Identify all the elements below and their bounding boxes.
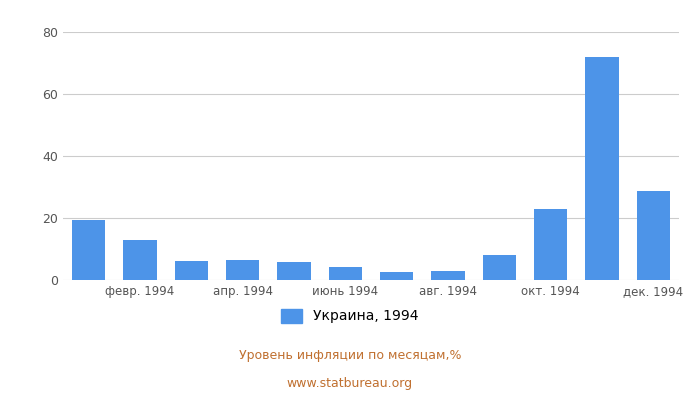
Legend: Украина, 1994: Украина, 1994 <box>276 303 424 329</box>
Bar <box>380 272 413 280</box>
Bar <box>585 57 619 280</box>
Bar <box>637 191 670 280</box>
Bar <box>534 209 567 280</box>
Bar <box>174 262 208 280</box>
Bar <box>277 262 311 280</box>
Text: www.statbureau.org: www.statbureau.org <box>287 378 413 390</box>
Bar <box>483 255 516 280</box>
Bar <box>123 240 157 280</box>
Bar <box>72 220 105 280</box>
Bar <box>329 267 362 280</box>
Bar <box>226 260 259 280</box>
Bar <box>431 271 465 280</box>
Text: Уровень инфляции по месяцам,%: Уровень инфляции по месяцам,% <box>239 350 461 362</box>
